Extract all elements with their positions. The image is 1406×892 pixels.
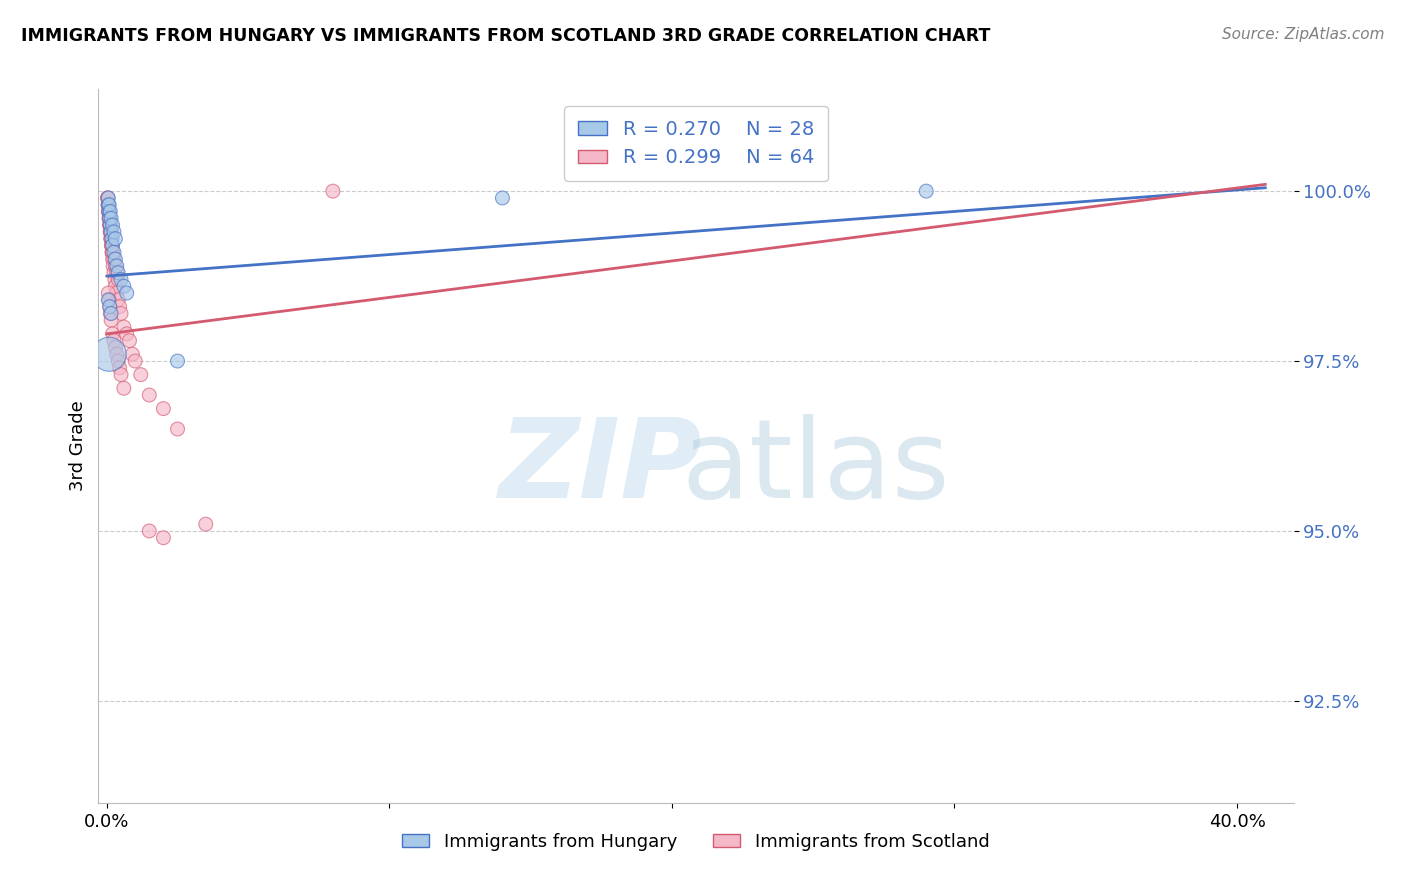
Point (100, 211, 122, 226)
Point (98, 300, 121, 314)
Point (138, 524, 160, 538)
Point (101, 326, 124, 341)
Point (100, 238, 122, 252)
Point (152, 401, 174, 416)
Point (115, 286, 138, 301)
Point (100, 232, 122, 246)
Point (107, 354, 129, 368)
Point (98, 211, 121, 226)
Point (100, 313, 122, 327)
Point (103, 334, 125, 348)
Point (104, 341, 127, 355)
Text: Source: ZipAtlas.com: Source: ZipAtlas.com (1222, 27, 1385, 42)
Point (98, 218, 121, 232)
Point (105, 286, 128, 301)
Point (104, 259, 127, 273)
Point (97, 191, 120, 205)
Point (101, 245, 124, 260)
Text: IMMIGRANTS FROM HUNGARY VS IMMIGRANTS FROM SCOTLAND 3RD GRADE CORRELATION CHART: IMMIGRANTS FROM HUNGARY VS IMMIGRANTS FR… (21, 27, 990, 45)
Point (915, 184, 938, 198)
Point (98, 198, 121, 212)
Text: atlas: atlas (682, 414, 949, 521)
Point (107, 272, 129, 286)
Point (107, 293, 129, 307)
Point (98, 293, 121, 307)
Point (100, 225, 122, 239)
Point (104, 272, 127, 286)
Point (194, 517, 217, 532)
Point (103, 225, 125, 239)
Point (103, 252, 125, 266)
Point (101, 232, 124, 246)
Point (98, 225, 121, 239)
Point (96, 191, 118, 205)
Point (100, 306, 122, 320)
Point (98, 347, 121, 361)
Point (100, 232, 122, 246)
Point (152, 531, 174, 545)
Point (98, 204, 121, 219)
Point (101, 218, 124, 232)
Point (97, 198, 120, 212)
Point (112, 381, 135, 395)
Point (322, 184, 344, 198)
Point (100, 232, 122, 246)
Point (138, 388, 160, 402)
Point (124, 354, 146, 368)
Point (166, 422, 188, 436)
Point (98, 204, 121, 219)
Point (97, 293, 120, 307)
Point (108, 300, 131, 314)
Legend: Immigrants from Hungary, Immigrants from Scotland: Immigrants from Hungary, Immigrants from… (395, 826, 997, 858)
Point (98, 300, 121, 314)
Point (100, 238, 122, 252)
Point (121, 347, 143, 361)
Point (98, 306, 121, 320)
Point (166, 354, 188, 368)
Y-axis label: 3rd Grade: 3rd Grade (69, 401, 87, 491)
Point (98, 218, 121, 232)
Point (97, 204, 120, 219)
Point (98, 211, 121, 226)
Point (97, 191, 120, 205)
Point (100, 225, 122, 239)
Point (101, 259, 124, 273)
Point (101, 252, 124, 266)
Point (105, 259, 128, 273)
Point (97, 198, 120, 212)
Point (105, 347, 128, 361)
Point (491, 191, 513, 205)
Text: ZIP: ZIP (499, 414, 702, 521)
Point (112, 320, 135, 334)
Point (98, 218, 121, 232)
Point (104, 279, 127, 293)
Point (104, 252, 127, 266)
Point (101, 238, 124, 252)
Point (118, 334, 141, 348)
Point (98, 218, 121, 232)
Point (98, 211, 121, 226)
Point (105, 266, 128, 280)
Point (129, 368, 152, 382)
Point (110, 368, 132, 382)
Point (101, 245, 124, 260)
Point (101, 245, 124, 260)
Point (115, 326, 138, 341)
Point (104, 232, 127, 246)
Point (98, 211, 121, 226)
Point (98, 225, 121, 239)
Point (97, 204, 120, 219)
Point (97, 286, 120, 301)
Point (112, 279, 135, 293)
Point (101, 238, 124, 252)
Point (107, 266, 129, 280)
Point (103, 266, 125, 280)
Point (110, 272, 132, 286)
Point (97, 198, 120, 212)
Point (110, 306, 132, 320)
Point (103, 245, 125, 260)
Point (97, 204, 120, 219)
Point (108, 360, 131, 375)
